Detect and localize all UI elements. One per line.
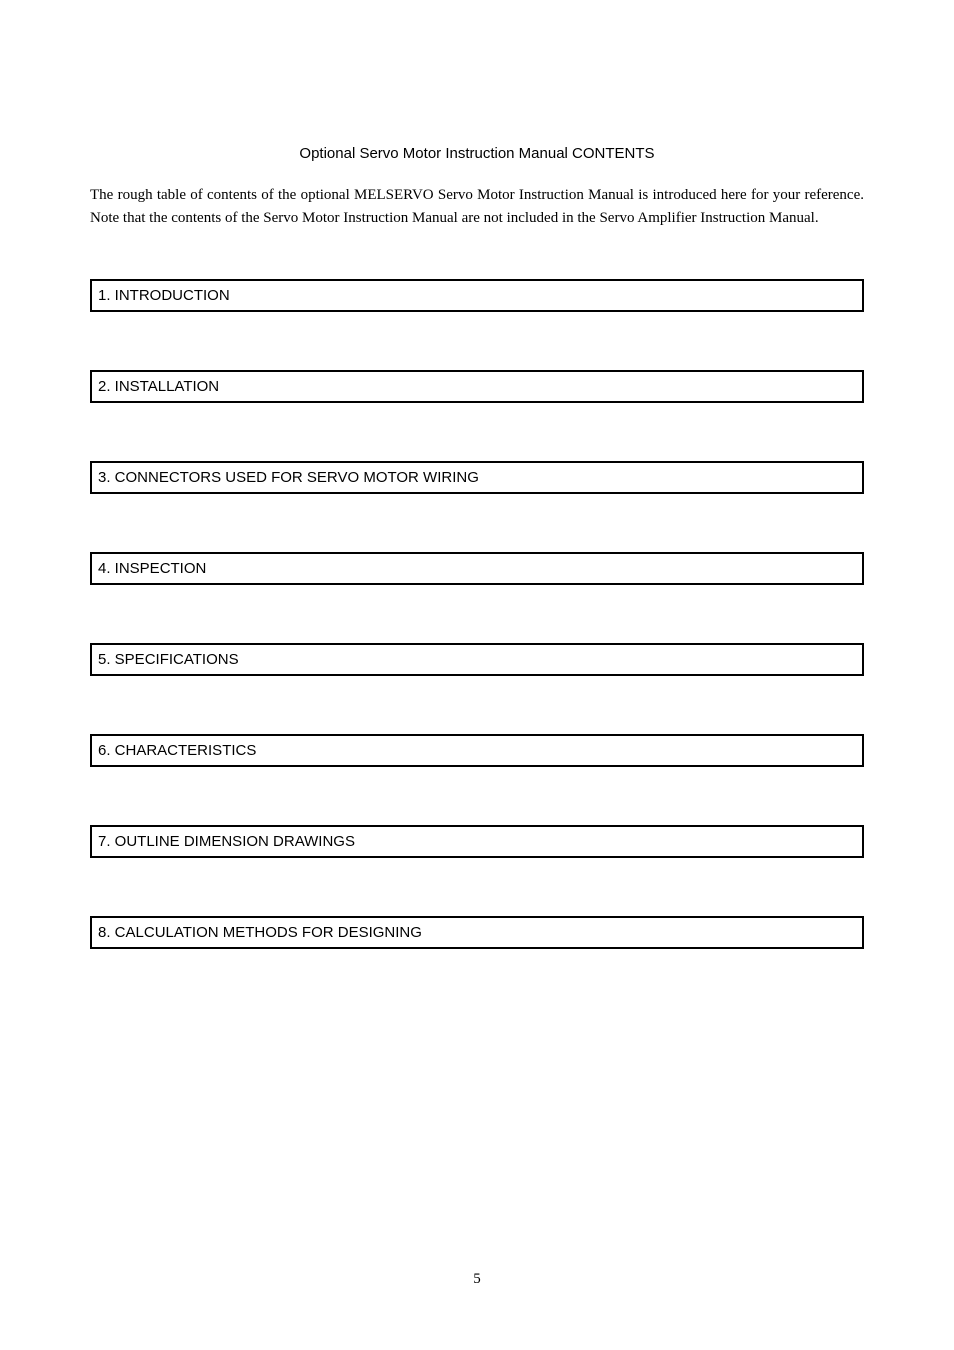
page-number: 5 bbox=[0, 1271, 954, 1288]
section-connectors: 3. CONNECTORS USED FOR SERVO MOTOR WIRIN… bbox=[90, 461, 864, 494]
section-calculation-methods: 8. CALCULATION METHODS FOR DESIGNING bbox=[90, 916, 864, 949]
document-title: Optional Servo Motor Instruction Manual … bbox=[90, 145, 864, 162]
section-outline-dimension: 7. OUTLINE DIMENSION DRAWINGS bbox=[90, 825, 864, 858]
section-specifications: 5. SPECIFICATIONS bbox=[90, 643, 864, 676]
intro-paragraph: The rough table of contents of the optio… bbox=[90, 184, 864, 231]
section-introduction: 1. INTRODUCTION bbox=[90, 279, 864, 312]
section-inspection: 4. INSPECTION bbox=[90, 552, 864, 585]
section-characteristics: 6. CHARACTERISTICS bbox=[90, 734, 864, 767]
section-installation: 2. INSTALLATION bbox=[90, 370, 864, 403]
page-content: Optional Servo Motor Instruction Manual … bbox=[0, 0, 954, 949]
